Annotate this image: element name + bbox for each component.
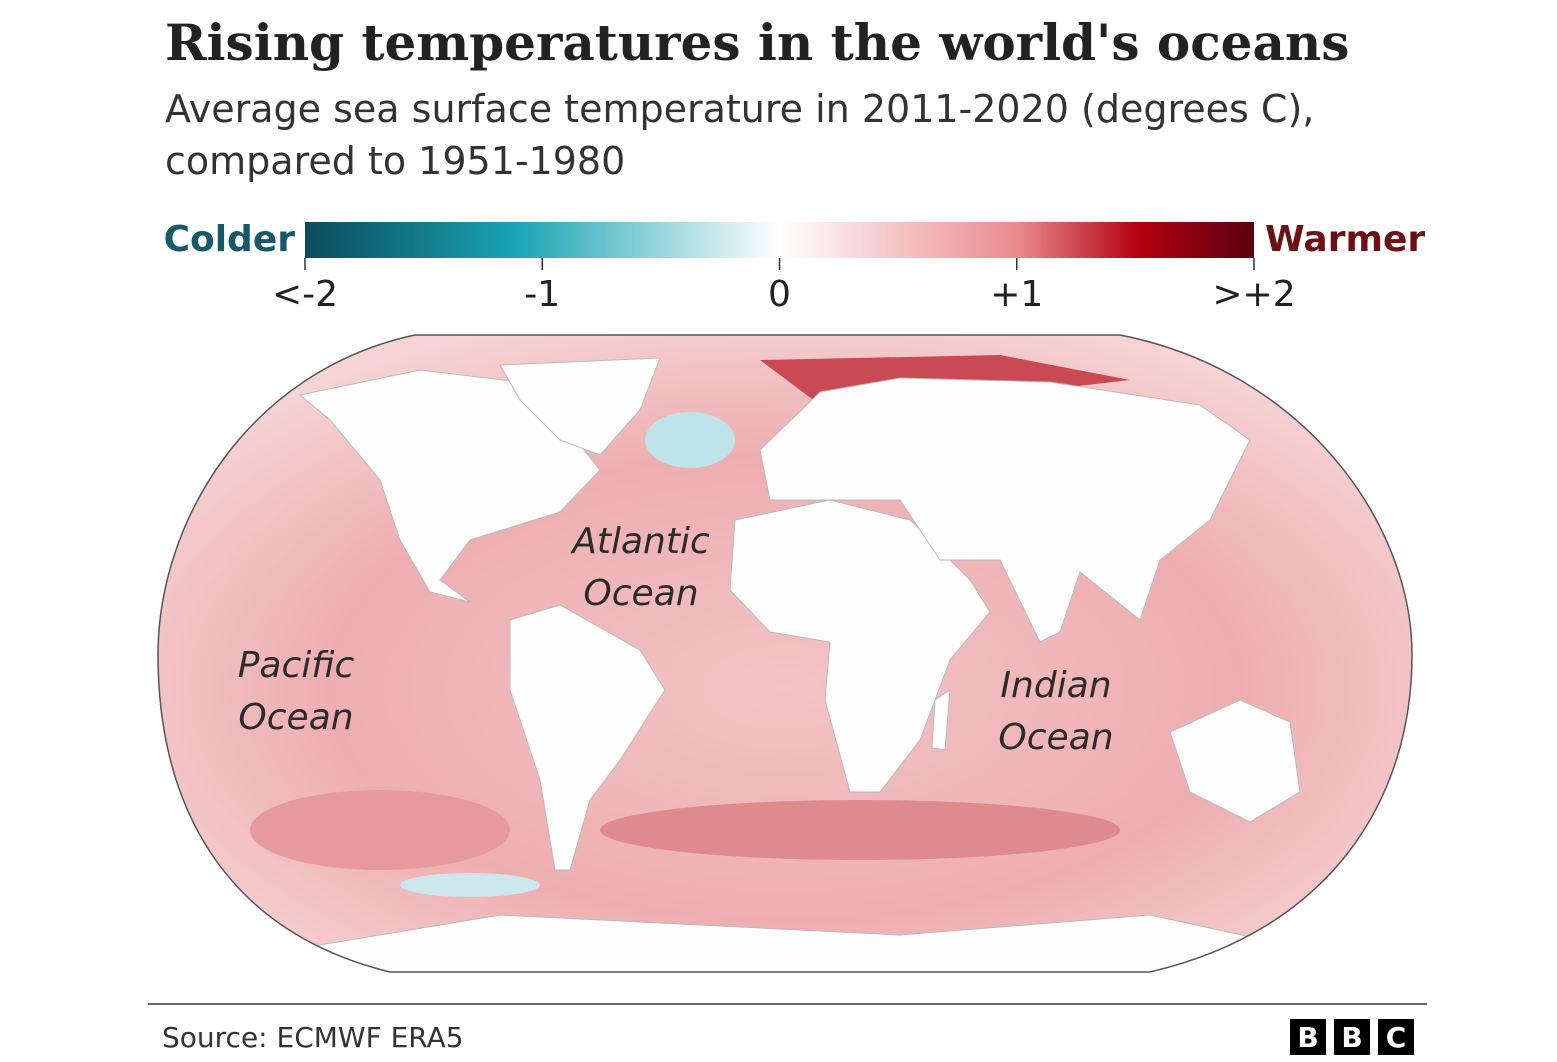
logo-block xyxy=(1334,1019,1370,1055)
land xyxy=(199,914,1381,972)
ocean-label: Indian xyxy=(1000,665,1111,706)
subtitle: compared to 1951-1980 xyxy=(165,139,625,183)
color-bar xyxy=(305,222,1254,258)
warm-patch xyxy=(250,790,510,870)
cool-patch xyxy=(645,412,735,468)
tick-label: +1 xyxy=(990,274,1043,315)
map-outline xyxy=(157,334,1413,973)
ocean-label: Pacific xyxy=(238,645,355,686)
land xyxy=(1169,699,1301,823)
warm-patch xyxy=(600,800,1120,860)
logo-letter: B xyxy=(1341,1021,1362,1054)
tick-label: -1 xyxy=(524,274,560,315)
ocean-label: Atlantic xyxy=(570,521,710,562)
legend-low-label: Colder xyxy=(164,219,296,260)
land xyxy=(499,357,661,456)
ocean-label: Ocean xyxy=(583,573,698,614)
logo-letter: C xyxy=(1386,1021,1407,1054)
land xyxy=(759,377,1251,643)
tick-label: <-2 xyxy=(272,274,338,315)
land xyxy=(931,689,951,751)
color-legend: Colder Warmer <-2 -1 0 +1 >+2 xyxy=(164,219,1426,315)
legend-high-label: Warmer xyxy=(1265,219,1425,260)
subtitle: Average sea surface temperature in 2011-… xyxy=(165,87,1314,131)
ocean-labels: Atlantic Ocean Pacific Ocean Indian Ocean xyxy=(238,521,1114,758)
logo-letter: B xyxy=(1297,1021,1318,1054)
source: Source: ECMWF ERA5 xyxy=(162,1021,464,1054)
tick-label: >+2 xyxy=(1212,274,1295,315)
cool-patch xyxy=(400,873,540,897)
tick-label: 0 xyxy=(768,274,791,315)
map xyxy=(158,335,1412,972)
ocean-label: Ocean xyxy=(238,697,353,738)
land xyxy=(509,604,666,871)
logo-block xyxy=(1378,1019,1414,1055)
logo-block xyxy=(1290,1019,1326,1055)
title: Rising temperatures in the world's ocean… xyxy=(165,13,1349,72)
ocean-label: Ocean xyxy=(998,717,1113,758)
